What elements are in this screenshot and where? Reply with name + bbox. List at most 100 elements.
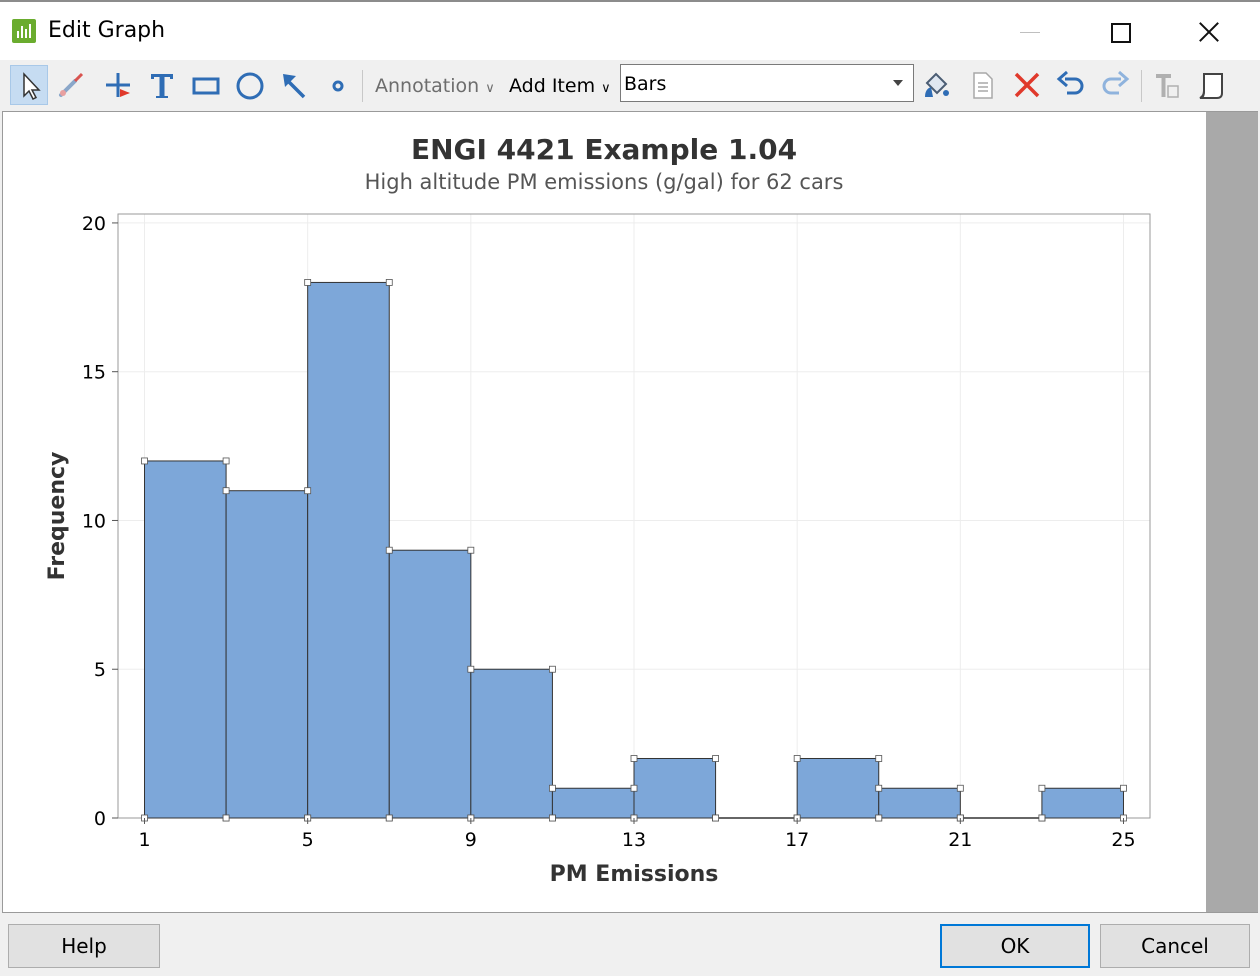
window-top-border	[0, 0, 1260, 2]
bars-group[interactable]	[144, 281, 1124, 819]
y-tick-label: 20	[82, 213, 106, 235]
selection-handle	[875, 755, 883, 762]
item-selector[interactable]: Bars	[620, 64, 914, 102]
histogram-bar[interactable]	[796, 757, 880, 819]
text-tool-icon	[151, 74, 173, 98]
x-tick-label: 13	[622, 829, 646, 851]
selection-handle	[549, 814, 556, 822]
ellipse-tool-button[interactable]	[231, 65, 269, 105]
selection-handle	[549, 784, 556, 792]
text-tool-button[interactable]	[143, 65, 181, 105]
selection-handle	[385, 814, 393, 822]
minitab-graph-icon	[12, 19, 36, 43]
y-tick-label: 0	[94, 808, 106, 830]
selection-handle	[712, 814, 719, 822]
marker-tool-button[interactable]	[319, 65, 357, 105]
minimize-button[interactable]	[1002, 4, 1058, 60]
select-tool-icon	[23, 72, 41, 101]
selection-handle	[385, 546, 393, 554]
crosshair-tool-button[interactable]	[99, 65, 137, 105]
histogram-bar[interactable]	[1041, 787, 1124, 819]
selection-handle	[875, 784, 883, 792]
selection-handle	[141, 457, 148, 465]
x-axis-label[interactable]: PM Emissions	[550, 862, 719, 887]
add-item-dropdown[interactable]: Add Item ∨	[509, 75, 611, 97]
selection-handle	[1120, 784, 1127, 792]
x-tick-label: 25	[1111, 829, 1135, 851]
histogram-bar[interactable]	[551, 787, 635, 819]
title-bar: Edit Graph	[0, 2, 1260, 60]
y-tick-label: 15	[82, 362, 106, 384]
copy-graph-button[interactable]	[1192, 65, 1230, 105]
x-tick-label: 21	[948, 829, 972, 851]
toolbar: Annotation ∨ Add Item ∨ Bars	[0, 60, 1260, 110]
help-button[interactable]: Help	[8, 924, 160, 968]
selection-handle	[385, 279, 393, 286]
x-tick-label: 5	[302, 829, 314, 851]
annotation-dropdown[interactable]: Annotation ∨	[375, 75, 495, 97]
y-tick-label: 5	[94, 659, 106, 681]
y-axis-ticks: 0 5 10 15 20	[82, 213, 118, 830]
selection-handle	[630, 755, 638, 762]
text-style-icon	[1156, 74, 1179, 98]
undo-button[interactable]	[1052, 65, 1090, 105]
toolbar-separator	[1141, 70, 1142, 102]
chart-subtitle[interactable]: High altitude PM emissions (g/gal) for 6…	[365, 170, 844, 194]
histogram-bar[interactable]	[633, 757, 717, 819]
selection-handle	[712, 755, 719, 762]
text-style-button[interactable]	[1148, 65, 1186, 105]
histogram-bar[interactable]	[225, 490, 309, 819]
select-tool-button[interactable]	[10, 65, 48, 105]
delete-button[interactable]	[1008, 65, 1046, 105]
properties-icon	[973, 72, 993, 99]
selection-handle	[1038, 814, 1046, 822]
copy-graph-icon	[1199, 73, 1223, 99]
selection-handle	[793, 755, 801, 762]
rectangle-tool-button[interactable]	[187, 65, 225, 105]
histogram-bar[interactable]	[144, 460, 227, 819]
ok-button[interactable]: OK	[940, 924, 1090, 968]
selection-handle	[630, 784, 638, 792]
chevron-down-icon: ∨	[485, 81, 495, 96]
selection-handle	[222, 487, 230, 495]
y-axis-label[interactable]: Frequency	[45, 452, 70, 581]
redo-button[interactable]	[1096, 65, 1134, 105]
selected-item-value: Bars	[624, 73, 667, 95]
marker-tool-icon	[332, 80, 344, 92]
histogram-bar[interactable]	[307, 281, 390, 819]
x-tick-label: 17	[785, 829, 809, 851]
histogram-bar[interactable]	[878, 787, 961, 819]
histogram-chart[interactable]: 0 5 10 15 20 1 5 9 13 17 21 25 ENGI 4421 Example 1…	[0, 0, 1206, 912]
selection-handle	[222, 457, 230, 465]
brush-tool-button[interactable]	[52, 65, 90, 105]
x-tick-label: 9	[465, 829, 477, 851]
properties-button[interactable]	[963, 65, 1001, 105]
x-axis-ticks: 1 5 9 13 17 21 25	[138, 818, 1136, 851]
selection-handle	[467, 546, 475, 554]
cancel-button[interactable]: Cancel	[1100, 924, 1250, 968]
selection-handle	[304, 487, 312, 495]
paint-bucket-icon	[925, 72, 949, 97]
selection-handle	[549, 665, 556, 673]
histogram-bar[interactable]	[388, 549, 472, 819]
selection-handle	[1038, 784, 1046, 792]
arrow-tool-icon	[283, 74, 306, 99]
add-item-label: Add Item	[509, 75, 596, 97]
vertical-scrollbar[interactable]	[1206, 112, 1258, 912]
ellipse-tool-icon	[236, 72, 264, 100]
chart-title[interactable]: ENGI 4421 Example 1.04	[411, 133, 797, 166]
delete-icon	[1014, 72, 1040, 98]
annotation-label: Annotation	[375, 75, 480, 97]
selection-handle	[956, 784, 964, 792]
y-tick-label: 10	[82, 510, 106, 532]
arrow-tool-button[interactable]	[275, 65, 313, 105]
chevron-down-icon: ∨	[601, 81, 611, 96]
brush-tool-icon	[59, 72, 84, 97]
rectangle-tool-icon	[192, 77, 220, 95]
paint-bucket-button[interactable]	[918, 65, 956, 105]
toolbar-separator	[362, 70, 363, 102]
maximize-button[interactable]	[1092, 4, 1148, 60]
histogram-bar[interactable]	[470, 668, 553, 819]
undo-icon	[1056, 70, 1084, 95]
crosshair-tool-icon	[106, 73, 130, 97]
